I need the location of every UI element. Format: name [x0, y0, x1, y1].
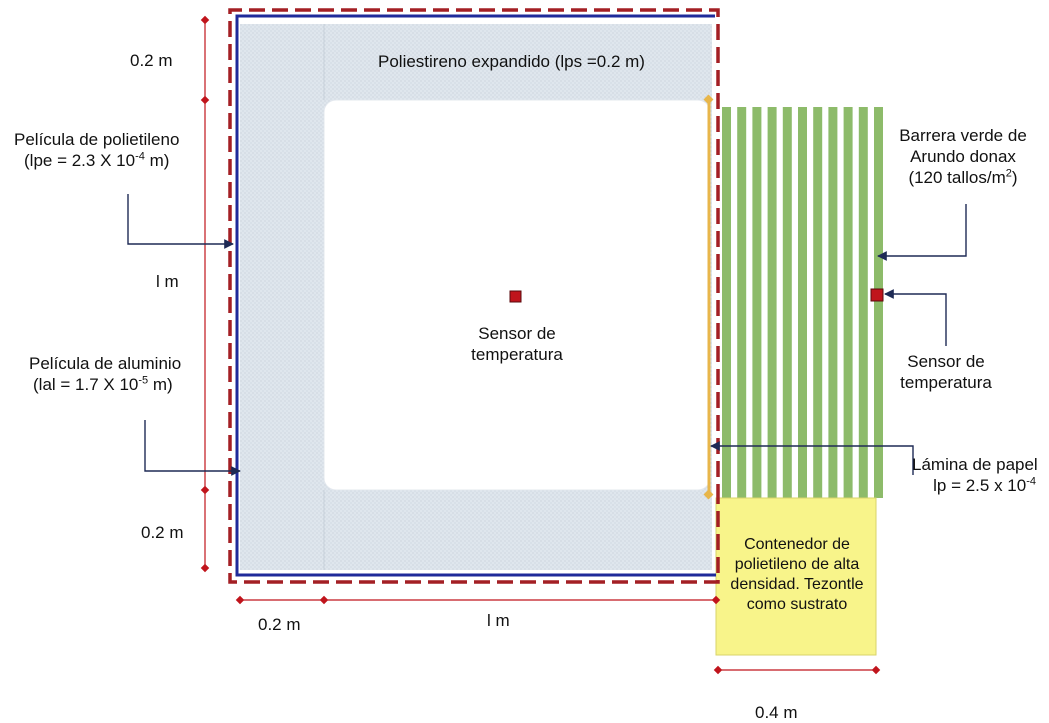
pe-film-line1: Película de polietileno [14, 130, 180, 149]
arundo-stem [737, 107, 747, 498]
dim-right-bottom-label: 0.4 m [755, 703, 798, 722]
arrow-green-barrier-icon [877, 204, 967, 261]
dim-bottom-left-label: 0.2 m [141, 523, 184, 542]
arundo-stem [782, 107, 792, 498]
dimension-lines [200, 15, 881, 675]
dim-top-left-label: 0.2 m [130, 51, 173, 70]
arundo-stem [843, 107, 853, 498]
dim-bottom-x1-label: 0.2 m [258, 615, 301, 634]
arundo-stem [767, 107, 777, 498]
polystyrene-insulation [240, 24, 712, 570]
sensor-inner-icon [509, 290, 522, 303]
container-label: Contenedor de polietileno de alta densid… [730, 536, 864, 613]
pe-film-line2: (lpe = 2.3 X 10-4 m) [24, 150, 170, 170]
pe-film-label: Película de polietileno (lpe = 2.3 X 10-… [14, 129, 179, 171]
arundo-stem [752, 107, 762, 498]
blue-film-outline [235, 14, 716, 577]
al-film-label: Película de aluminio (lal = 1.7 X 10-5 m… [29, 353, 181, 395]
al-film-line1: Película de aluminio [29, 354, 182, 373]
arrow-al-film-icon [144, 420, 241, 476]
arundo-stem [798, 107, 807, 498]
al-film-line2: (lal = 1.7 X 10-5 m) [33, 374, 173, 394]
container-box [715, 497, 877, 656]
arrow-sensor-outer-icon [884, 289, 947, 346]
dim-left-mid-label: l m [156, 272, 179, 291]
arundo-stem [858, 107, 868, 498]
polystyrene-label: Poliestireno expandido (lps =0.2 m) [378, 52, 645, 71]
pointer-arrows [127, 194, 967, 476]
green-barrier-stems [722, 107, 883, 498]
sensor-inner-label: Sensor de temperatura [471, 324, 563, 364]
paper-sheet [703, 94, 714, 500]
arundo-stem [828, 107, 838, 498]
arrow-pe-film-icon [127, 194, 234, 249]
green-barrier-label: Barrera verde de Arundo donax (120 tallo… [899, 126, 1027, 187]
sensor-outer-icon [870, 288, 884, 302]
arundo-stem [813, 107, 823, 498]
paper-label: Lámina de papel lp = 2.5 x 10-4 [912, 455, 1038, 495]
arrow-paper-icon [710, 441, 914, 475]
arundo-stem [874, 107, 883, 498]
dashed-outline [228, 8, 720, 584]
sensor-outer-label: Sensor de temperatura [900, 352, 992, 392]
dim-bottom-x2-label: l m [487, 611, 510, 630]
arundo-stem [722, 107, 731, 498]
